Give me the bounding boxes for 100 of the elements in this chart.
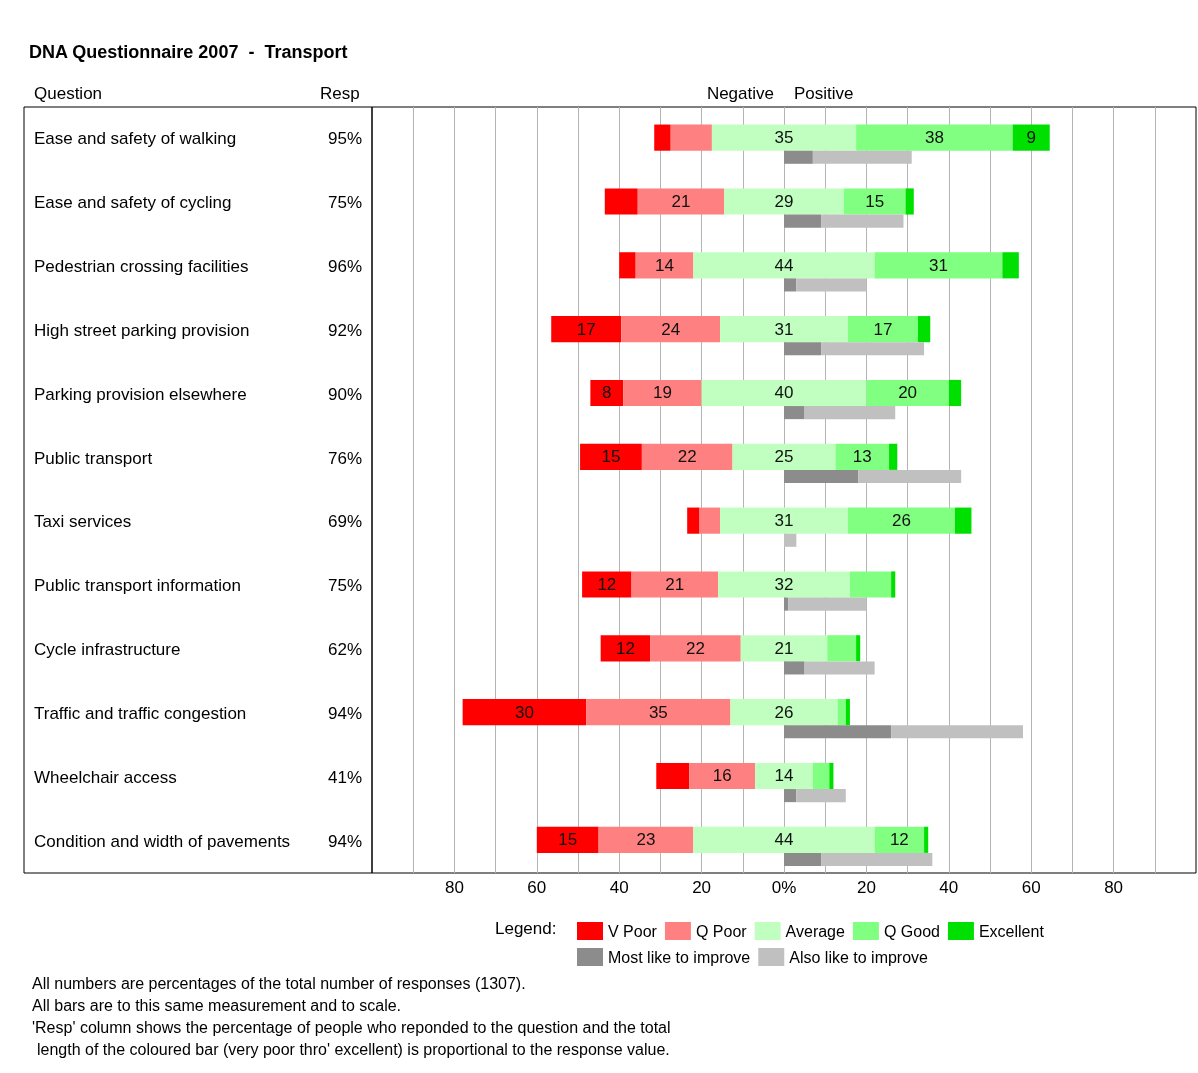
data-label: 19 [653,383,672,403]
legend-label: V Poor [608,922,658,940]
bar [847,507,955,534]
data-label: 12 [615,638,635,658]
bar [730,699,838,726]
bar [856,124,1013,151]
bar [701,379,867,407]
data-label: 15 [558,830,578,850]
data-label: 13 [852,447,872,467]
y2-tick-label: 76% [327,448,362,468]
y-tick-label: Taxi services [34,512,132,532]
y2-tick-label: 94% [327,831,362,851]
bar [711,124,857,151]
data-label: 35 [774,128,794,148]
y-tick-label: High street parking provision [34,320,250,340]
y2-tick-label: 41% [327,767,362,787]
bar [693,826,875,853]
data-label: 38 [924,128,944,148]
data-label: 12 [889,830,909,850]
x-tick-label: 60 [527,878,547,897]
y2-tick-label: 92% [327,320,362,340]
bar [720,507,848,534]
bar [784,406,805,420]
bar [874,252,1003,279]
bar [784,214,822,228]
x-tick-label: 20 [692,878,712,897]
legend-title: Legend: [495,919,557,938]
bar [637,188,725,215]
bar [827,635,857,662]
y-tick-label: Ease and safety of cycling [34,193,232,213]
bar [784,852,822,866]
bar [656,762,690,790]
bar [784,789,797,803]
data-label: 21 [671,191,691,211]
legend-label: Average [785,922,846,940]
data-label: 31 [774,511,794,531]
data-label: 17 [576,319,596,339]
data-label: 32 [774,574,794,594]
bar [784,597,789,611]
text: Positive [794,84,854,103]
bar [835,443,890,470]
x-tick-label: 60 [1021,878,1041,897]
bar [590,379,624,407]
y2-axis-title: Resp [320,84,360,103]
text: All bars are to this same measurement and to scale. [32,996,402,1014]
y-axis-title: Question [34,84,103,103]
data-label: 22 [685,638,705,658]
bar [843,188,906,215]
data-label: 44 [774,255,794,275]
data-label: 14 [774,766,794,786]
data-label: 31 [929,255,948,275]
y-tick-label: Public transport [34,448,153,468]
bar [784,150,813,164]
legend-label: Most like to improve [608,948,751,966]
bar [812,762,830,790]
bar [847,316,918,343]
bar [718,571,850,598]
bar [536,826,599,853]
data-label: 26 [891,511,911,531]
bar [755,762,813,790]
bar [891,571,896,598]
text: length of the coloured bar (very poor thro' excellent) is proportional to the response value. [37,1040,670,1058]
bar [837,699,846,726]
bar [856,635,861,662]
bar [1012,124,1050,151]
bar [462,699,587,726]
data-label: 29 [774,191,794,211]
x-tick-label: 80 [444,878,464,897]
bar [784,661,805,675]
bar [586,699,731,726]
bar [732,443,836,470]
legend-label: Excellent [978,922,1045,940]
data-label: 25 [774,447,794,467]
bar [724,188,844,215]
x-tick-label: 40 [939,878,959,897]
bar [580,443,642,470]
data-label: 15 [865,191,885,211]
bar [670,124,712,151]
data-label: 17 [873,319,893,339]
y-tick-label: Public transport information [34,576,241,596]
bar [635,252,694,279]
bar [845,699,850,726]
bar [619,252,636,279]
x-tick-label: 0% [771,878,797,897]
y-tick-label: Condition and width of pavements [34,831,291,851]
y2-tick-label: 69% [327,512,362,532]
y2-tick-label: 62% [327,640,362,660]
bar [905,188,914,215]
legend-label: Q Good [883,922,940,940]
y2-tick-label: 96% [327,257,362,277]
data-label: 21 [774,638,794,658]
y2-tick-label: 75% [327,193,362,213]
bar [689,762,756,790]
data-label: 8 [602,383,612,403]
y2-tick-label: 95% [327,129,362,149]
x-tick-label: 40 [609,878,629,897]
bar [874,826,925,853]
x-tick-label: 80 [1104,878,1124,897]
bar [948,379,962,407]
y2-tick-label: 94% [327,703,362,723]
